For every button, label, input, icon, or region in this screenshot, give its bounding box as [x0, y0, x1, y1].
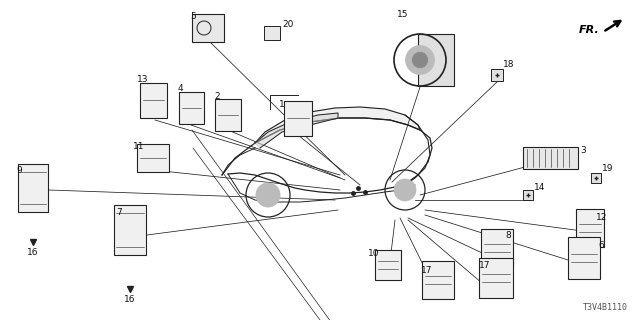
- Bar: [140, 83, 166, 117]
- Text: 16: 16: [28, 248, 39, 257]
- Bar: [479, 258, 513, 298]
- Bar: [179, 92, 204, 124]
- Circle shape: [394, 179, 416, 201]
- Bar: [576, 209, 604, 247]
- Polygon shape: [255, 107, 420, 143]
- Bar: [491, 69, 503, 81]
- Bar: [522, 147, 577, 169]
- Bar: [481, 229, 513, 267]
- Bar: [591, 173, 601, 183]
- Bar: [418, 34, 454, 86]
- Bar: [284, 100, 312, 135]
- Text: 10: 10: [367, 249, 379, 258]
- Text: 14: 14: [534, 183, 545, 192]
- Bar: [264, 26, 280, 40]
- Bar: [137, 144, 169, 172]
- Text: T3V4B1110: T3V4B1110: [583, 303, 628, 312]
- Circle shape: [412, 52, 428, 68]
- Bar: [215, 99, 241, 131]
- Circle shape: [406, 46, 435, 74]
- Bar: [192, 14, 224, 42]
- Text: 2: 2: [214, 92, 220, 101]
- Bar: [422, 261, 454, 299]
- Bar: [375, 250, 401, 280]
- Text: 9: 9: [16, 166, 22, 175]
- Bar: [114, 205, 146, 255]
- Text: 7: 7: [116, 208, 122, 217]
- Text: 8: 8: [505, 231, 511, 240]
- Text: 5: 5: [190, 12, 196, 21]
- Text: 17: 17: [420, 266, 432, 275]
- Text: 20: 20: [282, 20, 293, 29]
- Circle shape: [256, 183, 280, 207]
- Text: 15: 15: [397, 10, 408, 19]
- Text: 4: 4: [177, 84, 183, 93]
- Text: 13: 13: [136, 75, 148, 84]
- Bar: [523, 190, 533, 200]
- Text: 17: 17: [479, 261, 490, 270]
- Text: 6: 6: [598, 241, 604, 250]
- Text: 19: 19: [602, 164, 614, 173]
- Bar: [18, 164, 48, 212]
- Bar: [568, 237, 600, 279]
- Text: 11: 11: [132, 142, 144, 151]
- Text: FR.: FR.: [579, 25, 600, 35]
- Text: 18: 18: [503, 60, 515, 69]
- Polygon shape: [255, 113, 338, 148]
- Text: 3: 3: [580, 146, 586, 155]
- Text: 16: 16: [124, 295, 136, 304]
- Text: 1: 1: [279, 100, 285, 109]
- Text: 12: 12: [596, 213, 607, 222]
